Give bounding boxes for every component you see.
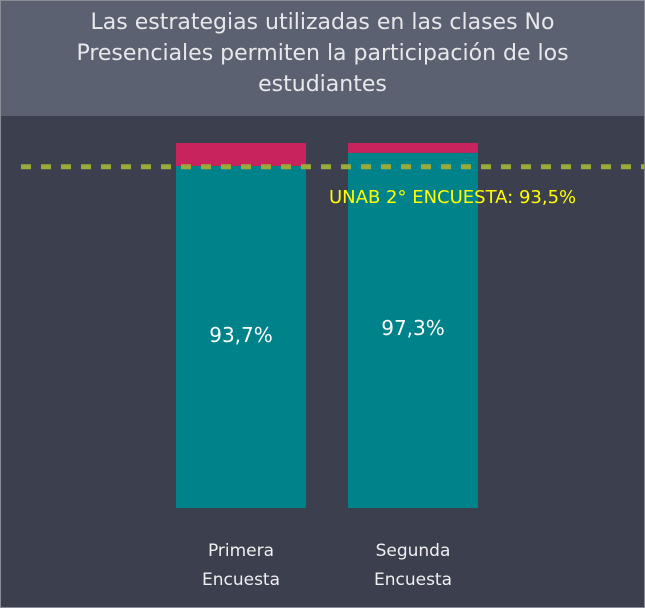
value-label: 97,3% (381, 316, 445, 341)
bar-segment (176, 143, 306, 166)
bar-segment (348, 143, 478, 153)
x-tick-label: Segunda Encuesta (373, 541, 453, 590)
bar-segment (176, 165, 306, 508)
title-box (1, 1, 644, 116)
reference-label: UNAB 2° ENCUESTA: 93,5% (329, 186, 577, 208)
x-tick-label: Primera Encuesta (201, 541, 281, 590)
chart-title: Las estrategias utilizadas en las clases… (76, 10, 569, 97)
bar-segment (348, 152, 478, 509)
value-label: 93,7% (209, 322, 273, 347)
